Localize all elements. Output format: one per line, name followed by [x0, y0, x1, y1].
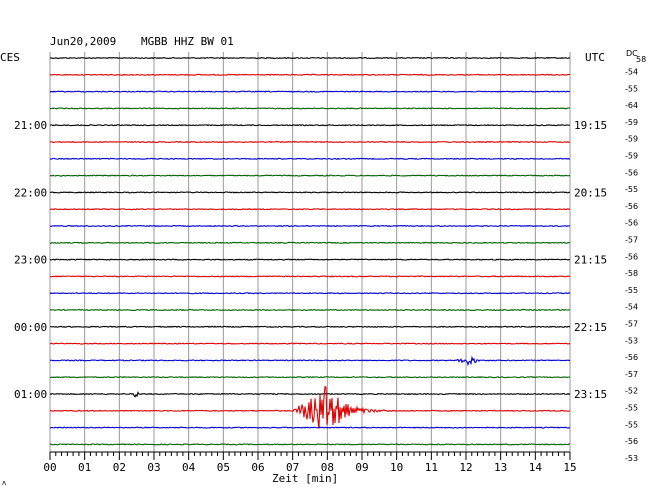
dc-value-label: -54	[625, 303, 638, 312]
x-tick-label: 08	[321, 461, 334, 474]
left-timezone: CES	[0, 51, 20, 64]
trace-line	[49, 443, 571, 446]
trace-line	[49, 386, 571, 429]
time-grid	[49, 52, 571, 452]
dc-value-label: -55	[625, 286, 638, 295]
trace-line	[49, 376, 571, 379]
dc-value-label: -55	[625, 420, 638, 429]
left-hour-label: 23:00	[14, 254, 47, 267]
x-tick-label: 14	[529, 461, 543, 474]
trace-line	[49, 258, 571, 261]
dc-value-label: -56	[625, 202, 638, 211]
dc-value-label: -59	[625, 135, 638, 144]
corner-mark: ʌ	[2, 479, 6, 487]
x-tick-label: 10	[390, 461, 403, 474]
trace-line	[49, 174, 571, 177]
right-hour-label: 21:15	[574, 254, 607, 267]
dc-value-label: -55	[625, 185, 638, 194]
trace-line	[49, 157, 571, 160]
trace-line	[49, 308, 571, 312]
dc-value-label: -57	[625, 370, 638, 379]
station-label: MGBB HHZ BW 01	[141, 35, 234, 48]
trace-line	[49, 275, 571, 278]
x-tick-label: 09	[355, 461, 368, 474]
trace-group	[49, 56, 571, 446]
x-axis-label: Zeit [min]	[272, 472, 338, 485]
left-hour-label: 01:00	[14, 388, 47, 401]
right-hour-label: 22:15	[574, 321, 607, 334]
trace-line	[49, 124, 571, 127]
dc-value-label: -59	[625, 152, 638, 161]
x-tick-label: 05	[217, 461, 230, 474]
dc-value-label: -59	[625, 118, 638, 127]
x-tick-label: 04	[182, 461, 196, 474]
x-tick-label: 00	[43, 461, 56, 474]
dc-value-label: -64	[625, 101, 638, 110]
dc-value-label: -52	[625, 387, 638, 396]
trace-line	[49, 325, 571, 328]
dc-value-label: -53	[625, 336, 638, 345]
dc-header: DC	[626, 49, 638, 58]
trace-line	[49, 107, 571, 110]
trace-line	[49, 241, 571, 244]
x-tick-label: 15	[563, 461, 576, 474]
dc-value-label: -57	[625, 236, 638, 245]
dc-value-label: -56	[625, 353, 638, 362]
x-axis: 00 01 02 03 04 05 06 07 08 09 10 11 12 13 14 15	[43, 451, 577, 474]
dc-value-label: -55	[625, 404, 638, 413]
trace-line	[49, 208, 571, 211]
trace-line	[49, 224, 571, 228]
left-hour-labels: 21:00 22:00 23:00 00:00 01:00	[14, 119, 47, 401]
trace-line	[49, 73, 571, 76]
x-tick-label: 12	[459, 461, 472, 474]
dc-value-label: -58	[625, 269, 638, 278]
right-timezone: UTC	[585, 51, 605, 64]
x-tick-label: 13	[494, 461, 507, 474]
x-tick-label: 06	[251, 461, 264, 474]
right-hour-labels: 19:15 20:15 21:15 22:15 23:15	[574, 119, 607, 401]
x-tick-label: 02	[113, 461, 126, 474]
left-hour-label: 00:00	[14, 321, 47, 334]
date-label: Jun20,2009	[50, 35, 116, 48]
dc-value-label: -56	[625, 219, 638, 228]
trace-line	[49, 292, 571, 295]
trace-line	[49, 391, 571, 398]
x-tick-label: 07	[286, 461, 299, 474]
dc-value-label: -53	[625, 454, 638, 463]
dc-value-label: -57	[625, 320, 638, 329]
dc-value-label: -56	[625, 252, 638, 261]
trace-line	[49, 191, 571, 194]
dc-value-label: -56	[625, 168, 638, 177]
right-hour-label: 20:15	[574, 186, 607, 199]
right-hour-label: 19:15	[574, 119, 607, 132]
trace-line	[49, 90, 571, 93]
left-hour-label: 22:00	[14, 186, 47, 199]
header: Jun20,2009 MGBB HHZ BW 01 CES UTC DC 58	[0, 35, 646, 64]
trace-line	[49, 342, 571, 345]
dc-value-labels: -54 -55 -64 -59 -59 -59 -56 -55 -56 -56 -57 -56 -58 -…	[625, 68, 638, 463]
trace-line	[49, 56, 571, 60]
dc-value-label: -55	[625, 84, 638, 93]
right-hour-label: 23:15	[574, 388, 607, 401]
trace-line	[49, 140, 571, 144]
trace-line	[49, 355, 571, 367]
dc-value-label: -54	[625, 68, 638, 77]
x-tick-label: 01	[78, 461, 91, 474]
trace-line	[49, 426, 571, 429]
x-tick-label: 03	[147, 461, 160, 474]
dc-header-value: 58	[636, 55, 646, 64]
dc-value-label: -56	[625, 437, 638, 446]
left-hour-label: 21:00	[14, 119, 47, 132]
x-tick-label: 11	[425, 461, 438, 474]
